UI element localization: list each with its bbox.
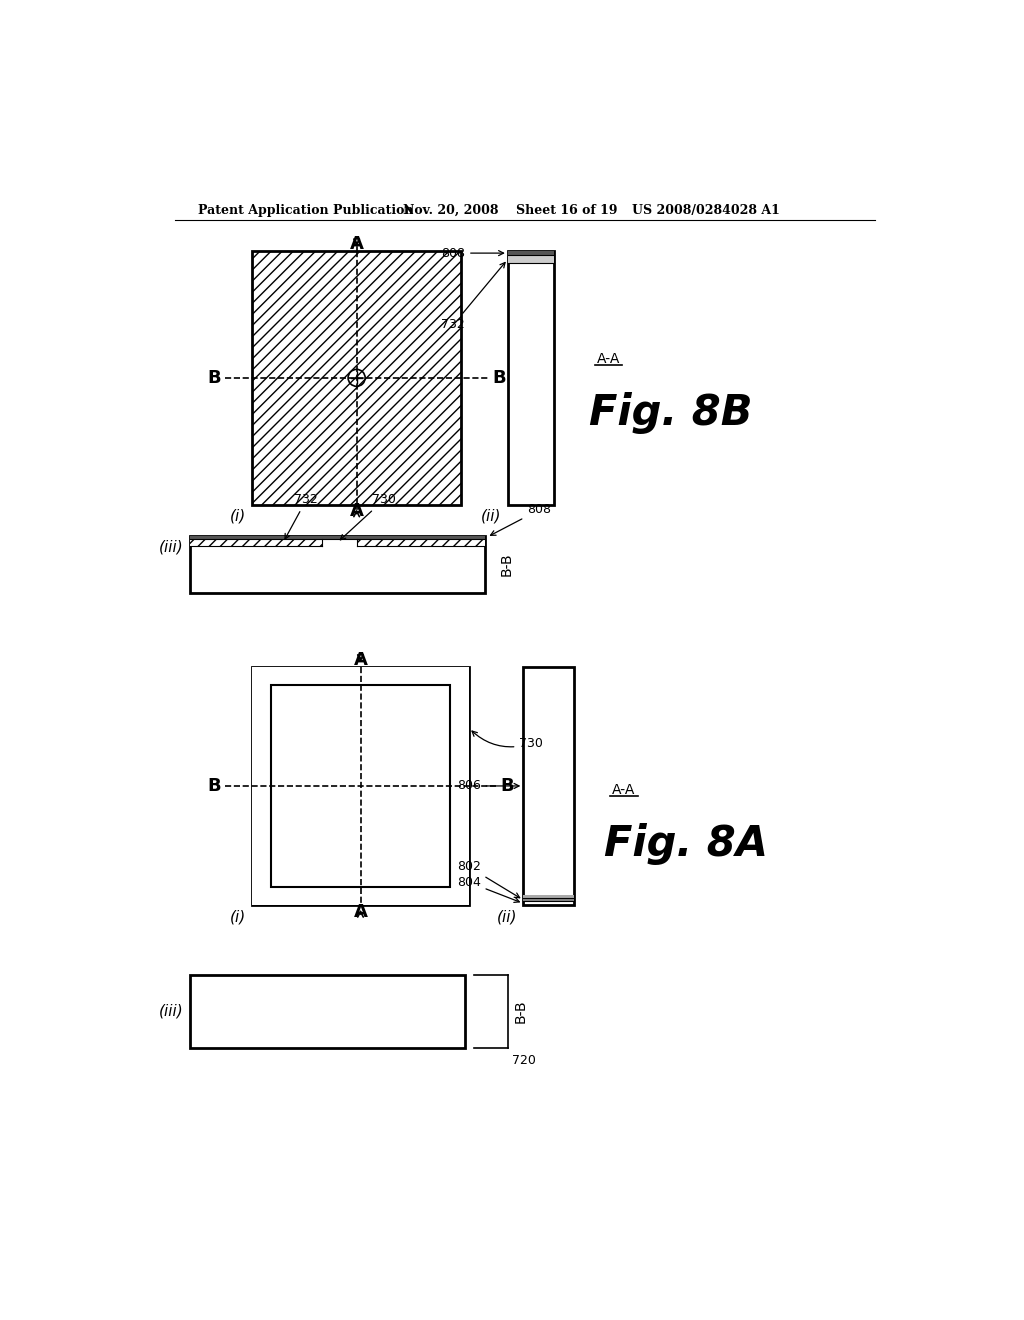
Text: B: B bbox=[208, 368, 221, 387]
Text: Patent Application Publication: Patent Application Publication bbox=[198, 205, 414, 218]
Text: B-B: B-B bbox=[514, 999, 528, 1023]
Text: B-B: B-B bbox=[500, 553, 514, 577]
Bar bbox=[270, 685, 451, 887]
Text: (ii): (ii) bbox=[481, 508, 502, 524]
Text: (iii): (iii) bbox=[159, 1003, 183, 1019]
Bar bbox=[252, 667, 469, 906]
Text: A: A bbox=[349, 235, 364, 253]
Text: 730: 730 bbox=[340, 494, 395, 540]
Text: 720: 720 bbox=[512, 1053, 536, 1067]
Bar bbox=[508, 256, 554, 263]
Text: B: B bbox=[208, 777, 221, 795]
Text: B: B bbox=[493, 368, 506, 387]
Text: A-A: A-A bbox=[612, 784, 636, 797]
Text: A: A bbox=[353, 903, 368, 921]
Bar bbox=[252, 667, 469, 685]
Text: 806: 806 bbox=[457, 779, 519, 792]
Text: Fig. 8A: Fig. 8A bbox=[604, 822, 768, 865]
Text: A: A bbox=[353, 651, 368, 669]
Text: Fig. 8B: Fig. 8B bbox=[589, 392, 753, 433]
Text: 808: 808 bbox=[441, 247, 504, 260]
Bar bbox=[523, 898, 573, 902]
Text: 804: 804 bbox=[457, 875, 519, 903]
Text: 732: 732 bbox=[441, 263, 505, 331]
Bar bbox=[252, 887, 469, 906]
Bar bbox=[508, 251, 554, 256]
Bar bbox=[451, 667, 469, 906]
Bar bbox=[523, 895, 573, 899]
Bar bbox=[508, 251, 554, 506]
Bar bbox=[252, 251, 461, 506]
Bar bbox=[190, 536, 484, 539]
Text: A: A bbox=[349, 503, 364, 520]
Bar bbox=[252, 667, 270, 906]
Text: (ii): (ii) bbox=[497, 909, 517, 924]
Bar bbox=[190, 536, 484, 594]
Text: 808: 808 bbox=[490, 503, 551, 536]
Text: (i): (i) bbox=[229, 909, 246, 924]
Bar bbox=[190, 539, 322, 546]
Text: A-A: A-A bbox=[597, 352, 621, 367]
Bar bbox=[523, 667, 573, 906]
Bar bbox=[190, 974, 465, 1048]
Text: 732: 732 bbox=[285, 494, 318, 539]
Text: 802: 802 bbox=[457, 861, 519, 898]
Text: (i): (i) bbox=[229, 508, 246, 524]
Text: (iii): (iii) bbox=[159, 540, 183, 554]
Text: B: B bbox=[500, 777, 514, 795]
Text: 730: 730 bbox=[472, 731, 544, 750]
Bar bbox=[356, 539, 484, 546]
Text: US 2008/0284028 A1: US 2008/0284028 A1 bbox=[632, 205, 779, 218]
Text: Sheet 16 of 19: Sheet 16 of 19 bbox=[515, 205, 617, 218]
Text: Nov. 20, 2008: Nov. 20, 2008 bbox=[403, 205, 499, 218]
